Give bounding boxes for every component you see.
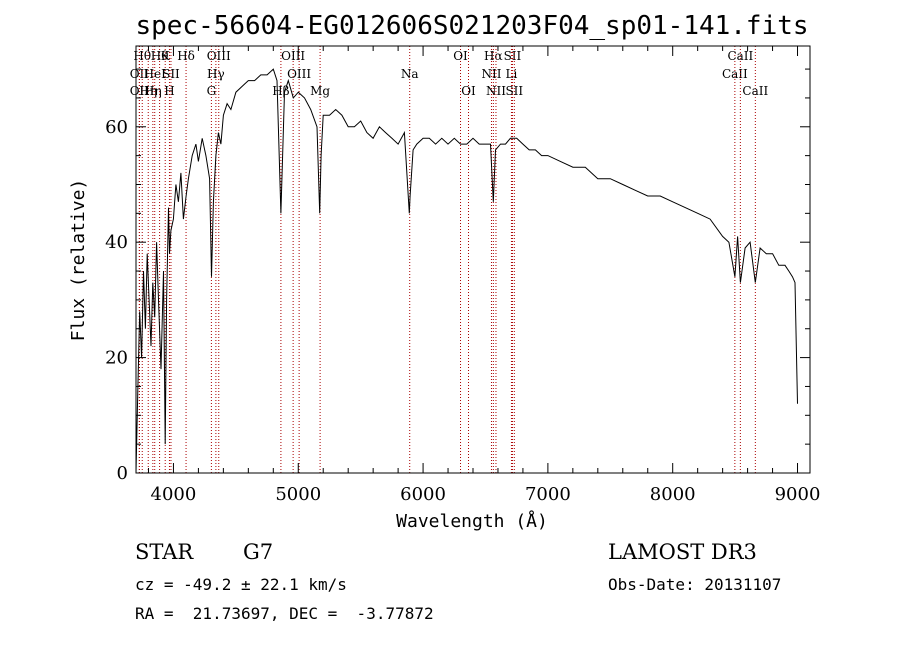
redshift-cz: cz = -49.2 ± 22.1 km/s [135, 575, 347, 594]
line-marker-label: K [161, 49, 171, 63]
line-marker-label: NII [486, 84, 506, 98]
line-marker-label: Hα [484, 49, 503, 63]
line-marker-label: H [164, 84, 174, 98]
line-marker-label: OII [130, 84, 150, 98]
line-marker-label: OI [461, 84, 476, 98]
x-tick-label: 8000 [650, 484, 696, 505]
x-tick-label: 5000 [275, 484, 321, 505]
y-tick-label: 20 [105, 348, 128, 369]
line-marker-label: Na [401, 67, 419, 81]
line-marker-label: Hθ [151, 49, 169, 63]
line-marker-label: CaII [722, 67, 748, 81]
line-marker-label: Hη [144, 84, 162, 98]
line-marker-label: G [207, 84, 217, 98]
chart-title: spec-56604-EG012606S021203F04_sp01-141.f… [135, 11, 808, 41]
x-tick-label: 4000 [151, 484, 197, 505]
line-marker-label: SII [505, 84, 523, 98]
y-axis-label: Flux (relative) [68, 179, 89, 342]
object-subclass: G7 [243, 540, 274, 564]
line-marker-label: OIII [281, 49, 305, 63]
line-marker-label: SII [504, 49, 522, 63]
y-tick-label: 0 [117, 463, 128, 484]
x-tick-label: 6000 [400, 484, 446, 505]
spectrum-line [135, 68, 798, 474]
y-tick-label: 40 [105, 232, 128, 253]
line-marker-label: Hγ [207, 67, 225, 81]
axis-ticks: 4000 5000 6000 7000 8000 9000 0 20 40 60 [105, 46, 820, 505]
line-marker-label: OI [453, 49, 468, 63]
y-tick-label: 60 [105, 117, 128, 138]
plot-frame [135, 45, 811, 474]
x-tick-label: 7000 [525, 484, 571, 505]
line-marker-label: SII [162, 67, 180, 81]
x-tick-label: 9000 [775, 484, 821, 505]
line-marker-label: Hδ [177, 49, 195, 63]
line-marker-label: HeI [144, 67, 167, 81]
line-marker-label: OIII [207, 49, 231, 63]
line-marker-label: Hθ [133, 49, 151, 63]
line-marker-label: OIII [287, 67, 311, 81]
line-marker-label: CaII [742, 84, 768, 98]
observation-date: Obs-Date: 20131107 [608, 575, 782, 594]
line-marker-label: CaII [727, 49, 753, 63]
ra-dec-coordinates: RA = 21.73697, DEC = -3.77872 [135, 604, 434, 623]
line-marker-label: NII [481, 67, 501, 81]
x-axis-label: Wavelength (Å) [396, 510, 548, 532]
spectral-line-markers: OIIOIIHθHηHηHeIHθKHSIIHδGHγOIIIHβOIIIOII… [130, 46, 768, 473]
survey-name: LAMOST DR3 [608, 540, 757, 564]
line-marker-label: Li [506, 67, 518, 81]
object-class: STAR [135, 540, 194, 564]
line-marker-label: Mg [310, 84, 330, 98]
line-marker-label: Hβ [272, 84, 289, 98]
